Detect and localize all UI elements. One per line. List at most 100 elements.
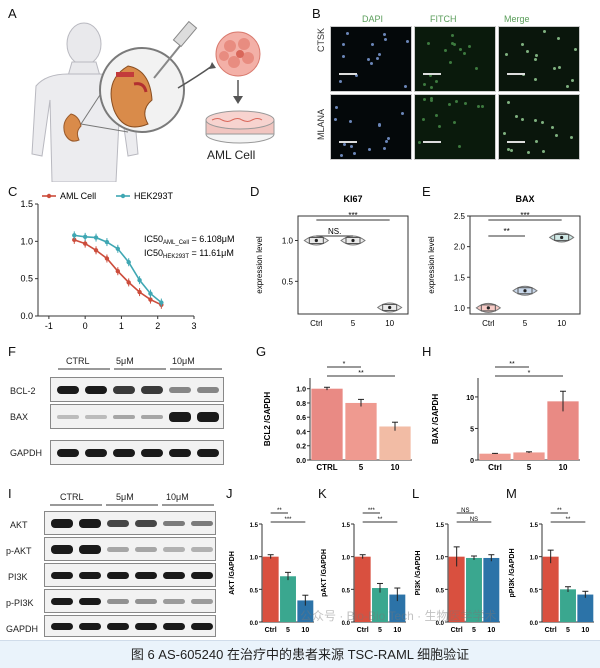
cell-dot — [451, 34, 455, 38]
sig-label: ** — [557, 508, 562, 514]
col-header-merge: Merge — [504, 14, 530, 24]
y-tick-label: 1.0 — [296, 387, 306, 394]
panel-letter-f: F — [8, 344, 16, 359]
cell-dot — [386, 137, 390, 141]
cell-dot — [464, 102, 468, 105]
data-point — [72, 233, 77, 238]
data-point — [560, 235, 564, 240]
y-tick-label: 1.0 — [250, 556, 259, 562]
ic50-aml-text: IC50AML_Cell = 6.108μM — [144, 234, 235, 246]
bar-10 — [577, 594, 594, 622]
blot-i-cond-ctrl: CTRL — [60, 492, 84, 502]
sig-label: *** — [284, 517, 292, 523]
x-tick-label: 5 — [523, 319, 528, 328]
cell-dot — [507, 100, 511, 104]
violin-box — [345, 237, 361, 244]
scale-bar — [339, 141, 357, 143]
x-tick-label: 10 — [559, 463, 568, 472]
x-tick-label: 10 — [391, 463, 400, 472]
sig-label: ** — [566, 517, 571, 523]
cell-dot — [457, 145, 461, 149]
data-point — [137, 289, 142, 295]
sig-label: *** — [348, 211, 357, 220]
cell-dot — [525, 49, 529, 53]
cell-dot — [370, 61, 374, 65]
cell-dot — [534, 118, 538, 122]
cell-dot — [438, 125, 442, 129]
blot-i-gapdh-strip — [44, 615, 216, 637]
data-point — [486, 306, 490, 310]
x-tick-label: 5 — [472, 627, 476, 634]
sig-label: ** — [277, 508, 282, 514]
cell-dot — [542, 149, 546, 153]
violin-box — [554, 233, 570, 241]
micro-ctsk-dapi — [330, 26, 412, 92]
y-tick-label: 1.0 — [454, 304, 466, 313]
scale-bar — [507, 141, 525, 143]
patient-illustration — [31, 20, 275, 182]
data-point — [115, 269, 121, 274]
x-tick-label: Ctrl — [545, 627, 557, 634]
y-tick-label: 1.0 — [436, 556, 445, 562]
bar-5 — [513, 452, 545, 460]
y-tick-label: 1.0 — [530, 556, 539, 562]
y-axis-label: BAX /GAPDH — [431, 394, 440, 444]
y-tick-label: 1.0 — [20, 236, 33, 246]
y-tick-label: 0.0 — [296, 458, 306, 465]
bar-Ctrl — [542, 556, 559, 622]
cell-dot — [477, 104, 481, 108]
micro-ctsk-fitch — [414, 26, 496, 92]
panel-letter-j: J — [226, 486, 233, 501]
x-tick-label: Ctrl — [451, 627, 463, 634]
data-point — [159, 300, 164, 305]
x-tick-label: 5 — [286, 627, 290, 634]
cell-dot — [504, 52, 508, 56]
x-tick-label: 5 — [359, 463, 364, 472]
cell-dot — [521, 117, 525, 121]
cell-dot — [569, 136, 573, 140]
cell-dot — [434, 114, 438, 118]
y-tick-label: 0.2 — [296, 444, 306, 451]
y-axis-label: pPI3K /GAPDH — [509, 548, 516, 597]
bar-10 — [389, 594, 406, 622]
cell-dot — [506, 148, 510, 152]
blot-f-label-gapdh: GAPDH — [10, 448, 43, 458]
x-tick-label: Ctrl — [357, 627, 369, 634]
cell-dot — [354, 74, 358, 78]
cell-dot — [535, 139, 539, 143]
cell-dot — [468, 45, 472, 49]
cell-dot — [447, 103, 451, 107]
blot-i-label-pakt: p-AKT — [6, 546, 32, 556]
cell-cluster-icon — [215, 31, 261, 77]
micro-mlana-merge — [498, 94, 580, 160]
y-tick-label: 1.5 — [20, 199, 33, 209]
cell-dot — [535, 54, 539, 58]
x-tick-label: 0 — [83, 321, 88, 331]
y-tick-label: 0.8 — [296, 401, 306, 408]
panel-letter-d: D — [250, 184, 260, 199]
col-header-fitch: FITCH — [430, 14, 457, 24]
cell-dot — [429, 99, 433, 103]
cell-dot — [342, 54, 346, 58]
bar-10 — [379, 426, 411, 460]
cell-dot — [453, 121, 457, 125]
cell-dot — [515, 114, 519, 118]
petri-dish-icon — [205, 110, 275, 144]
data-point — [126, 280, 131, 285]
bar-Ctrl — [354, 556, 371, 622]
x-tick-label: 10 — [557, 319, 566, 328]
y-tick-label: 1.5 — [436, 523, 445, 529]
y-tick-label: 1.5 — [454, 273, 466, 282]
scale-bar — [423, 73, 441, 75]
y-tick-label: 0.0 — [436, 621, 445, 627]
x-tick-label: Ctrl — [488, 463, 502, 472]
cell-dot — [401, 112, 405, 116]
cell-dot — [510, 149, 514, 153]
bar-10 — [297, 600, 314, 622]
y-tick-label: 0.4 — [296, 429, 306, 436]
cell-dot — [346, 31, 350, 35]
panel-letter-h: H — [422, 344, 432, 359]
cell-dot — [423, 82, 427, 86]
sig-label: ** — [504, 227, 510, 236]
